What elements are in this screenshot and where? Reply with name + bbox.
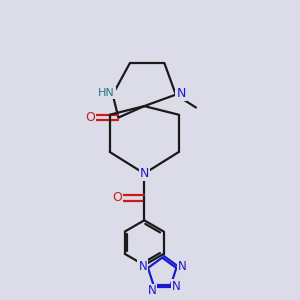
Text: N: N	[172, 280, 181, 293]
Text: N: N	[178, 260, 187, 273]
Text: N: N	[176, 87, 186, 100]
Text: N: N	[140, 167, 149, 180]
Text: HN: HN	[98, 88, 115, 98]
Text: N: N	[138, 260, 147, 273]
Text: O: O	[112, 191, 122, 204]
Text: N: N	[148, 284, 156, 298]
Text: O: O	[85, 111, 95, 124]
